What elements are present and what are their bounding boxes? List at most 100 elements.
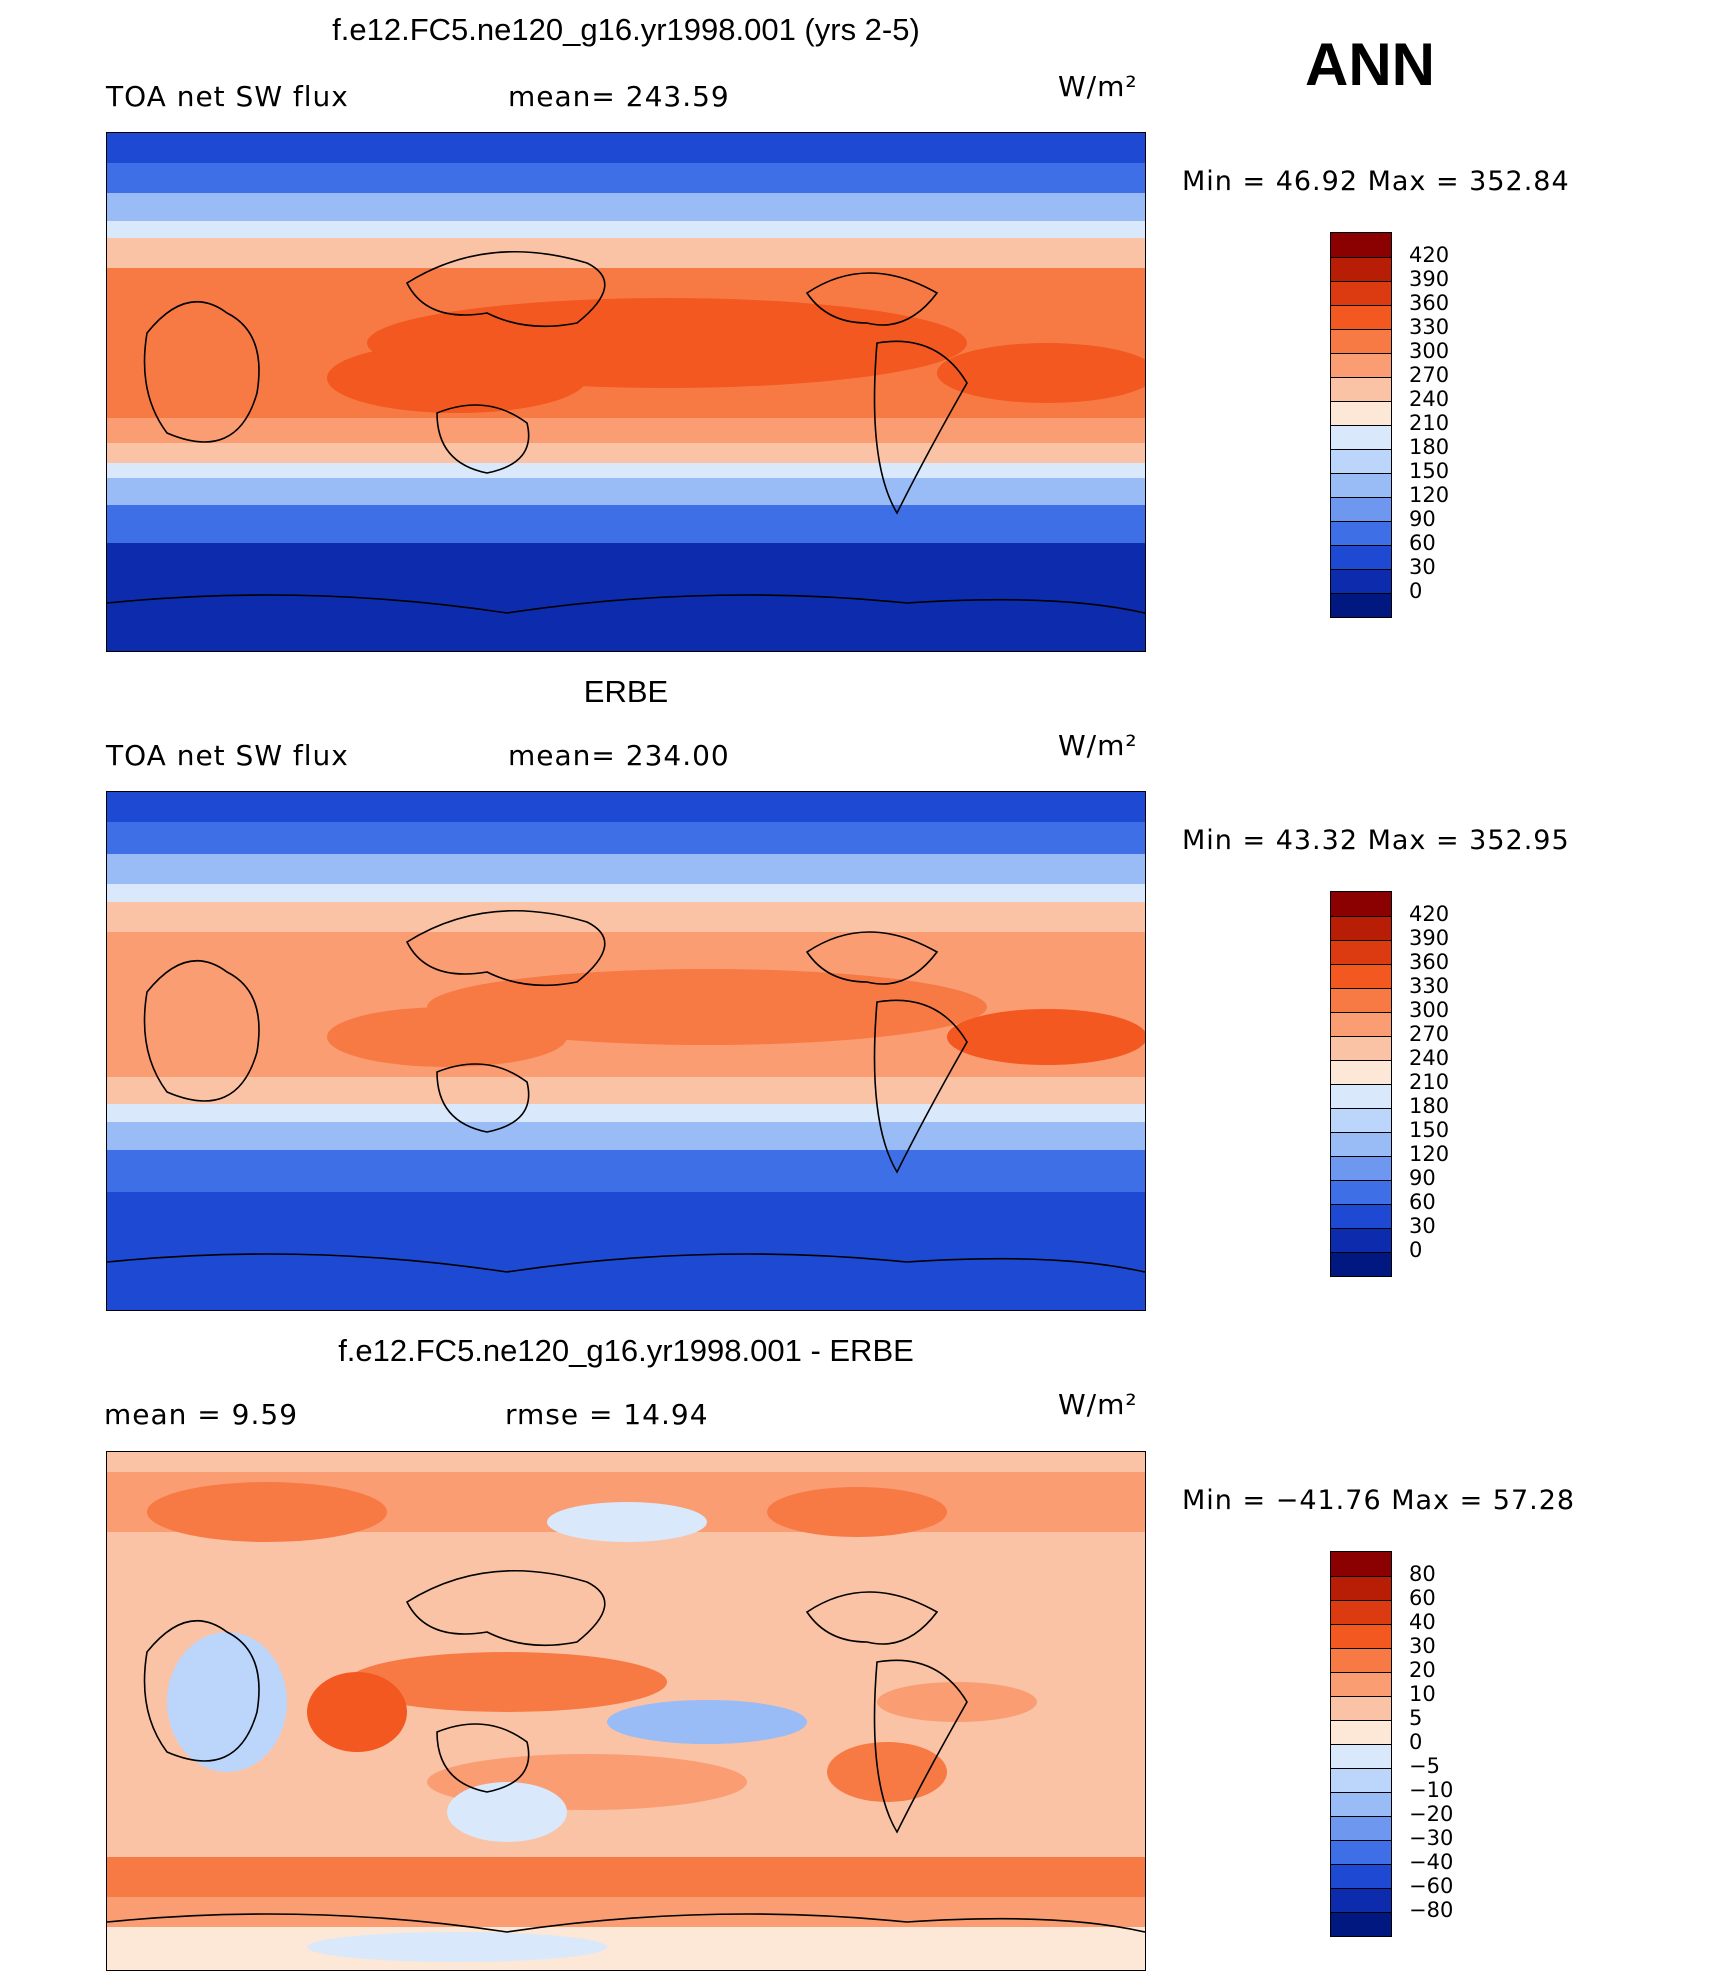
colorbar-cell — [1331, 1108, 1391, 1132]
colorbar-cell — [1331, 257, 1391, 281]
colorbar-tick-label: 360 — [1409, 950, 1450, 974]
colorbar-cell — [1331, 1012, 1391, 1036]
colorbar-cell — [1331, 1036, 1391, 1060]
colorbar-cell — [1331, 1552, 1391, 1576]
colorbar-cell — [1331, 497, 1391, 521]
colorbar-tick-label: 60 — [1409, 1586, 1436, 1610]
panel3-mean-label: mean = 9.59 — [104, 1398, 299, 1431]
colorbar-tick-label: 180 — [1409, 435, 1450, 459]
colorbar-cell — [1331, 281, 1391, 305]
panel3-minmax: Min = −41.76 Max = 57.28 — [1182, 1485, 1576, 1516]
panel1-units: W/m² — [1058, 70, 1138, 103]
colorbar-cell — [1331, 353, 1391, 377]
colorbar-tick-label: −40 — [1409, 1850, 1454, 1874]
colorbar-cell — [1331, 916, 1391, 940]
colorbar-tick-label: 60 — [1409, 1190, 1436, 1214]
colorbar-tick-label: 390 — [1409, 267, 1450, 291]
colorbar-tick-label: 90 — [1409, 1166, 1436, 1190]
colorbar-cell — [1331, 593, 1391, 617]
colorbar-cell — [1331, 449, 1391, 473]
colorbar-tick-label: 120 — [1409, 1142, 1450, 1166]
colorbar-tick-label: 40 — [1409, 1610, 1436, 1634]
colorbar-cell — [1331, 1912, 1391, 1936]
colorbar-cell — [1331, 1768, 1391, 1792]
colorbar-tick-label: 330 — [1409, 315, 1450, 339]
colorbar-tick-label: 180 — [1409, 1094, 1450, 1118]
colorbar-cell — [1331, 545, 1391, 569]
panel1-minmax: Min = 46.92 Max = 352.84 — [1182, 166, 1570, 197]
colorbar-cell — [1331, 1204, 1391, 1228]
panel3-map — [106, 1451, 1146, 1971]
colorbar-cell — [1331, 988, 1391, 1012]
colorbar-tick-label: 30 — [1409, 555, 1436, 579]
panel2-mean-label: mean= 234.00 — [508, 739, 730, 772]
colorbar-cell — [1331, 521, 1391, 545]
colorbar-cell — [1331, 940, 1391, 964]
colorbar-cell — [1331, 1888, 1391, 1912]
colorbar-tick-label: −60 — [1409, 1874, 1454, 1898]
panel2-title: ERBE — [583, 674, 669, 709]
colorbar-cell — [1331, 892, 1391, 916]
panel1-colorbar — [1330, 232, 1392, 618]
colorbar-tick-label: 0 — [1409, 579, 1423, 603]
colorbar-tick-label: −5 — [1409, 1754, 1440, 1778]
colorbar-cell — [1331, 401, 1391, 425]
colorbar-cell — [1331, 1084, 1391, 1108]
colorbar-cell — [1331, 1648, 1391, 1672]
colorbar-cell — [1331, 1696, 1391, 1720]
colorbar-tick-label: 60 — [1409, 531, 1436, 555]
colorbar-cell — [1331, 1744, 1391, 1768]
colorbar-tick-label: 270 — [1409, 1022, 1450, 1046]
colorbar-tick-label: 300 — [1409, 339, 1450, 363]
colorbar-cell — [1331, 1624, 1391, 1648]
colorbar-tick-label: 30 — [1409, 1634, 1436, 1658]
colorbar-tick-label: 120 — [1409, 483, 1450, 507]
colorbar-tick-label: 0 — [1409, 1238, 1423, 1262]
panel1-map — [106, 132, 1146, 652]
colorbar-tick-label: 20 — [1409, 1658, 1436, 1682]
colorbar-cell — [1331, 1840, 1391, 1864]
colorbar-tick-label: 390 — [1409, 926, 1450, 950]
panel2-minmax: Min = 43.32 Max = 352.95 — [1182, 825, 1570, 856]
panel2-units: W/m² — [1058, 729, 1138, 762]
colorbar-tick-label: −20 — [1409, 1802, 1454, 1826]
colorbar-tick-label: 420 — [1409, 243, 1450, 267]
colorbar-tick-label: 330 — [1409, 974, 1450, 998]
colorbar-tick-label: 300 — [1409, 998, 1450, 1022]
colorbar-tick-label: −10 — [1409, 1778, 1454, 1802]
colorbar-cell — [1331, 1228, 1391, 1252]
colorbar-tick-label: 240 — [1409, 1046, 1450, 1070]
colorbar-tick-label: 10 — [1409, 1682, 1436, 1706]
colorbar-cell — [1331, 1060, 1391, 1084]
colorbar-tick-label: −30 — [1409, 1826, 1454, 1850]
colorbar-cell — [1331, 425, 1391, 449]
colorbar-cell — [1331, 964, 1391, 988]
colorbar-tick-label: 150 — [1409, 1118, 1450, 1142]
panel2-map — [106, 791, 1146, 1311]
colorbar-cell — [1331, 1816, 1391, 1840]
colorbar-tick-label: 420 — [1409, 902, 1450, 926]
colorbar-cell — [1331, 1132, 1391, 1156]
colorbar-cell — [1331, 1156, 1391, 1180]
colorbar-cell — [1331, 473, 1391, 497]
colorbar-cell — [1331, 377, 1391, 401]
panel3-units: W/m² — [1058, 1388, 1138, 1421]
colorbar-cell — [1331, 1600, 1391, 1624]
colorbar-tick-label: 270 — [1409, 363, 1450, 387]
colorbar-cell — [1331, 1672, 1391, 1696]
panel3-title: f.e12.FC5.ne120_g16.yr1998.001 - ERBE — [338, 1333, 914, 1368]
colorbar-tick-label: −80 — [1409, 1898, 1454, 1922]
colorbar-cell — [1331, 1720, 1391, 1744]
colorbar-cell — [1331, 569, 1391, 593]
colorbar-cell — [1331, 1252, 1391, 1276]
colorbar-cell — [1331, 233, 1391, 257]
colorbar-cell — [1331, 1864, 1391, 1888]
colorbar-tick-label: 0 — [1409, 1730, 1423, 1754]
colorbar-cell — [1331, 1792, 1391, 1816]
season-label: ANN — [1305, 31, 1435, 98]
colorbar-cell — [1331, 329, 1391, 353]
colorbar-tick-label: 150 — [1409, 459, 1450, 483]
colorbar-tick-label: 240 — [1409, 387, 1450, 411]
panel3-rmse-label: rmse = 14.94 — [505, 1398, 709, 1431]
panel2-field-label: TOA net SW flux — [106, 739, 349, 772]
